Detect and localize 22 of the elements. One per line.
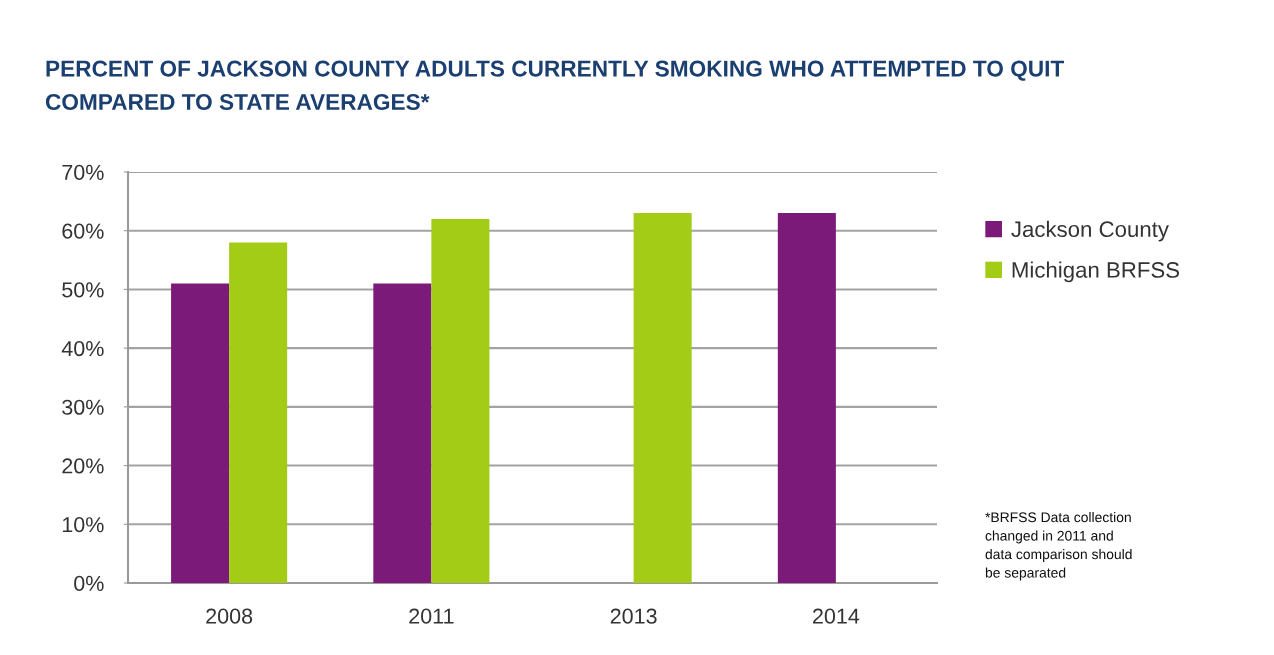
x-tick-label: 2014 <box>813 608 860 624</box>
chart-title: PERCENT OF JACKSON COUNTY ADULTS CURRENTLY SMOKING WHO ATTEMPTED TO QUIT COMPARED TO STATE AVERAGES* <box>45 60 1065 111</box>
y-tick-label: 30% <box>62 399 104 415</box>
bar <box>633 213 692 583</box>
x-tick-label: 2011 <box>409 608 454 624</box>
y-tick-label: 10% <box>62 517 104 533</box>
x-tick-label: 2008 <box>206 608 253 624</box>
bar <box>373 283 432 583</box>
y-tick-label: 0% <box>74 575 104 592</box>
legend-label: Jackson County <box>1011 220 1169 242</box>
y-tick-label: 40% <box>61 340 104 357</box>
y-tick-label: 20% <box>62 458 104 474</box>
legend-label: Michigan BRFSS <box>1012 261 1180 283</box>
y-tick-label: 50% <box>62 282 104 298</box>
bar <box>171 283 230 583</box>
y-tick-label: 70% <box>62 164 104 181</box>
x-tick-label: 2013 <box>610 608 657 624</box>
bar <box>229 242 288 583</box>
text: *BRFSS Data collection changed in 2011 and data comparison should be separated <box>985 512 1132 581</box>
bar <box>777 213 836 583</box>
y-tick-label: 60% <box>62 223 104 239</box>
bar <box>431 218 490 583</box>
